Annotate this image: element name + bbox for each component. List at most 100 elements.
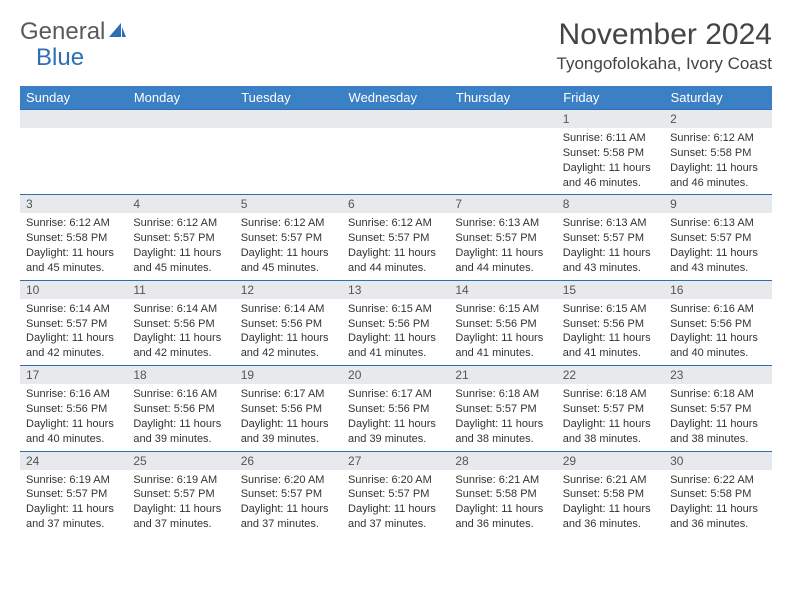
day-body: Sunrise: 6:21 AMSunset: 5:58 PMDaylight:… <box>449 470 556 536</box>
sunrise-text: Sunrise: 6:22 AM <box>670 473 765 488</box>
sunrise-text: Sunrise: 6:16 AM <box>26 387 121 402</box>
day-number <box>342 110 449 128</box>
week-number-row: 24252627282930 <box>20 451 772 470</box>
sunrise-text: Sunrise: 6:14 AM <box>26 302 121 317</box>
day-body-cell: Sunrise: 6:16 AMSunset: 5:56 PMDaylight:… <box>664 299 771 366</box>
day-header: Monday <box>127 86 234 110</box>
day-number-cell: 7 <box>449 195 556 214</box>
day-number-cell: 20 <box>342 366 449 385</box>
day-number-cell: 17 <box>20 366 127 385</box>
day-body-cell: Sunrise: 6:16 AMSunset: 5:56 PMDaylight:… <box>20 384 127 451</box>
day-body: Sunrise: 6:13 AMSunset: 5:57 PMDaylight:… <box>449 213 556 279</box>
day-body: Sunrise: 6:14 AMSunset: 5:57 PMDaylight:… <box>20 299 127 365</box>
sunset-text: Sunset: 5:57 PM <box>348 487 443 502</box>
day-body-cell: Sunrise: 6:12 AMSunset: 5:57 PMDaylight:… <box>235 213 342 280</box>
day-number: 5 <box>235 195 342 213</box>
sunset-text: Sunset: 5:56 PM <box>133 317 228 332</box>
logo-text-blue: Blue <box>36 44 84 72</box>
day-body-cell: Sunrise: 6:14 AMSunset: 5:56 PMDaylight:… <box>235 299 342 366</box>
daylight-text: Daylight: 11 hours and 36 minutes. <box>670 502 765 532</box>
day-body <box>235 128 342 150</box>
day-number: 25 <box>127 452 234 470</box>
day-number: 3 <box>20 195 127 213</box>
daylight-text: Daylight: 11 hours and 36 minutes. <box>563 502 658 532</box>
day-number-cell: 11 <box>127 280 234 299</box>
sunset-text: Sunset: 5:58 PM <box>670 146 765 161</box>
daylight-text: Daylight: 11 hours and 42 minutes. <box>133 331 228 361</box>
day-number-cell: 18 <box>127 366 234 385</box>
day-number-cell: 4 <box>127 195 234 214</box>
sunrise-text: Sunrise: 6:13 AM <box>563 216 658 231</box>
day-number: 27 <box>342 452 449 470</box>
daylight-text: Daylight: 11 hours and 38 minutes. <box>670 417 765 447</box>
daylight-text: Daylight: 11 hours and 37 minutes. <box>133 502 228 532</box>
day-body-cell: Sunrise: 6:12 AMSunset: 5:57 PMDaylight:… <box>342 213 449 280</box>
day-body-cell: Sunrise: 6:20 AMSunset: 5:57 PMDaylight:… <box>235 470 342 536</box>
week-number-row: 12 <box>20 110 772 129</box>
day-body: Sunrise: 6:20 AMSunset: 5:57 PMDaylight:… <box>235 470 342 536</box>
day-number: 11 <box>127 281 234 299</box>
daylight-text: Daylight: 11 hours and 41 minutes. <box>348 331 443 361</box>
day-number-cell: 15 <box>557 280 664 299</box>
sunrise-text: Sunrise: 6:19 AM <box>133 473 228 488</box>
daylight-text: Daylight: 11 hours and 37 minutes. <box>241 502 336 532</box>
sunset-text: Sunset: 5:56 PM <box>26 402 121 417</box>
sunrise-text: Sunrise: 6:15 AM <box>563 302 658 317</box>
day-number: 10 <box>20 281 127 299</box>
day-body: Sunrise: 6:12 AMSunset: 5:58 PMDaylight:… <box>664 128 771 194</box>
day-number: 22 <box>557 366 664 384</box>
day-body-cell <box>20 128 127 195</box>
sunrise-text: Sunrise: 6:18 AM <box>563 387 658 402</box>
sunrise-text: Sunrise: 6:12 AM <box>670 131 765 146</box>
sunrise-text: Sunrise: 6:14 AM <box>133 302 228 317</box>
day-header: Wednesday <box>342 86 449 110</box>
day-body <box>342 128 449 150</box>
logo: General <box>20 18 127 46</box>
day-body-cell: Sunrise: 6:22 AMSunset: 5:58 PMDaylight:… <box>664 470 771 536</box>
daylight-text: Daylight: 11 hours and 37 minutes. <box>348 502 443 532</box>
sunrise-text: Sunrise: 6:16 AM <box>133 387 228 402</box>
daylight-text: Daylight: 11 hours and 40 minutes. <box>670 331 765 361</box>
day-body-cell <box>342 128 449 195</box>
sunrise-text: Sunrise: 6:12 AM <box>26 216 121 231</box>
calendar-table: SundayMondayTuesdayWednesdayThursdayFrid… <box>20 86 772 536</box>
sunset-text: Sunset: 5:57 PM <box>348 231 443 246</box>
day-number: 28 <box>449 452 556 470</box>
day-header: Thursday <box>449 86 556 110</box>
day-body: Sunrise: 6:21 AMSunset: 5:58 PMDaylight:… <box>557 470 664 536</box>
day-number: 29 <box>557 452 664 470</box>
week-body-row: Sunrise: 6:19 AMSunset: 5:57 PMDaylight:… <box>20 470 772 536</box>
day-body-cell: Sunrise: 6:19 AMSunset: 5:57 PMDaylight:… <box>20 470 127 536</box>
day-number: 24 <box>20 452 127 470</box>
sunset-text: Sunset: 5:57 PM <box>670 402 765 417</box>
day-header: Tuesday <box>235 86 342 110</box>
day-body: Sunrise: 6:18 AMSunset: 5:57 PMDaylight:… <box>449 384 556 450</box>
day-number-cell: 5 <box>235 195 342 214</box>
day-number-cell: 2 <box>664 110 771 129</box>
day-body: Sunrise: 6:16 AMSunset: 5:56 PMDaylight:… <box>20 384 127 450</box>
day-number-cell: 24 <box>20 451 127 470</box>
sunset-text: Sunset: 5:56 PM <box>133 402 228 417</box>
sunrise-text: Sunrise: 6:17 AM <box>348 387 443 402</box>
day-body: Sunrise: 6:16 AMSunset: 5:56 PMDaylight:… <box>664 299 771 365</box>
day-body-cell: Sunrise: 6:17 AMSunset: 5:56 PMDaylight:… <box>342 384 449 451</box>
daylight-text: Daylight: 11 hours and 40 minutes. <box>26 417 121 447</box>
sunset-text: Sunset: 5:58 PM <box>455 487 550 502</box>
sunset-text: Sunset: 5:57 PM <box>133 487 228 502</box>
daylight-text: Daylight: 11 hours and 45 minutes. <box>133 246 228 276</box>
day-number: 7 <box>449 195 556 213</box>
week-number-row: 10111213141516 <box>20 280 772 299</box>
day-body: Sunrise: 6:11 AMSunset: 5:58 PMDaylight:… <box>557 128 664 194</box>
day-number: 8 <box>557 195 664 213</box>
day-body: Sunrise: 6:12 AMSunset: 5:57 PMDaylight:… <box>235 213 342 279</box>
day-body-cell: Sunrise: 6:14 AMSunset: 5:57 PMDaylight:… <box>20 299 127 366</box>
daylight-text: Daylight: 11 hours and 41 minutes. <box>455 331 550 361</box>
day-number: 9 <box>664 195 771 213</box>
sunrise-text: Sunrise: 6:17 AM <box>241 387 336 402</box>
day-body: Sunrise: 6:18 AMSunset: 5:57 PMDaylight:… <box>557 384 664 450</box>
day-number-cell: 3 <box>20 195 127 214</box>
day-number-cell <box>127 110 234 129</box>
day-body-cell: Sunrise: 6:21 AMSunset: 5:58 PMDaylight:… <box>557 470 664 536</box>
day-number: 6 <box>342 195 449 213</box>
sunset-text: Sunset: 5:56 PM <box>241 402 336 417</box>
